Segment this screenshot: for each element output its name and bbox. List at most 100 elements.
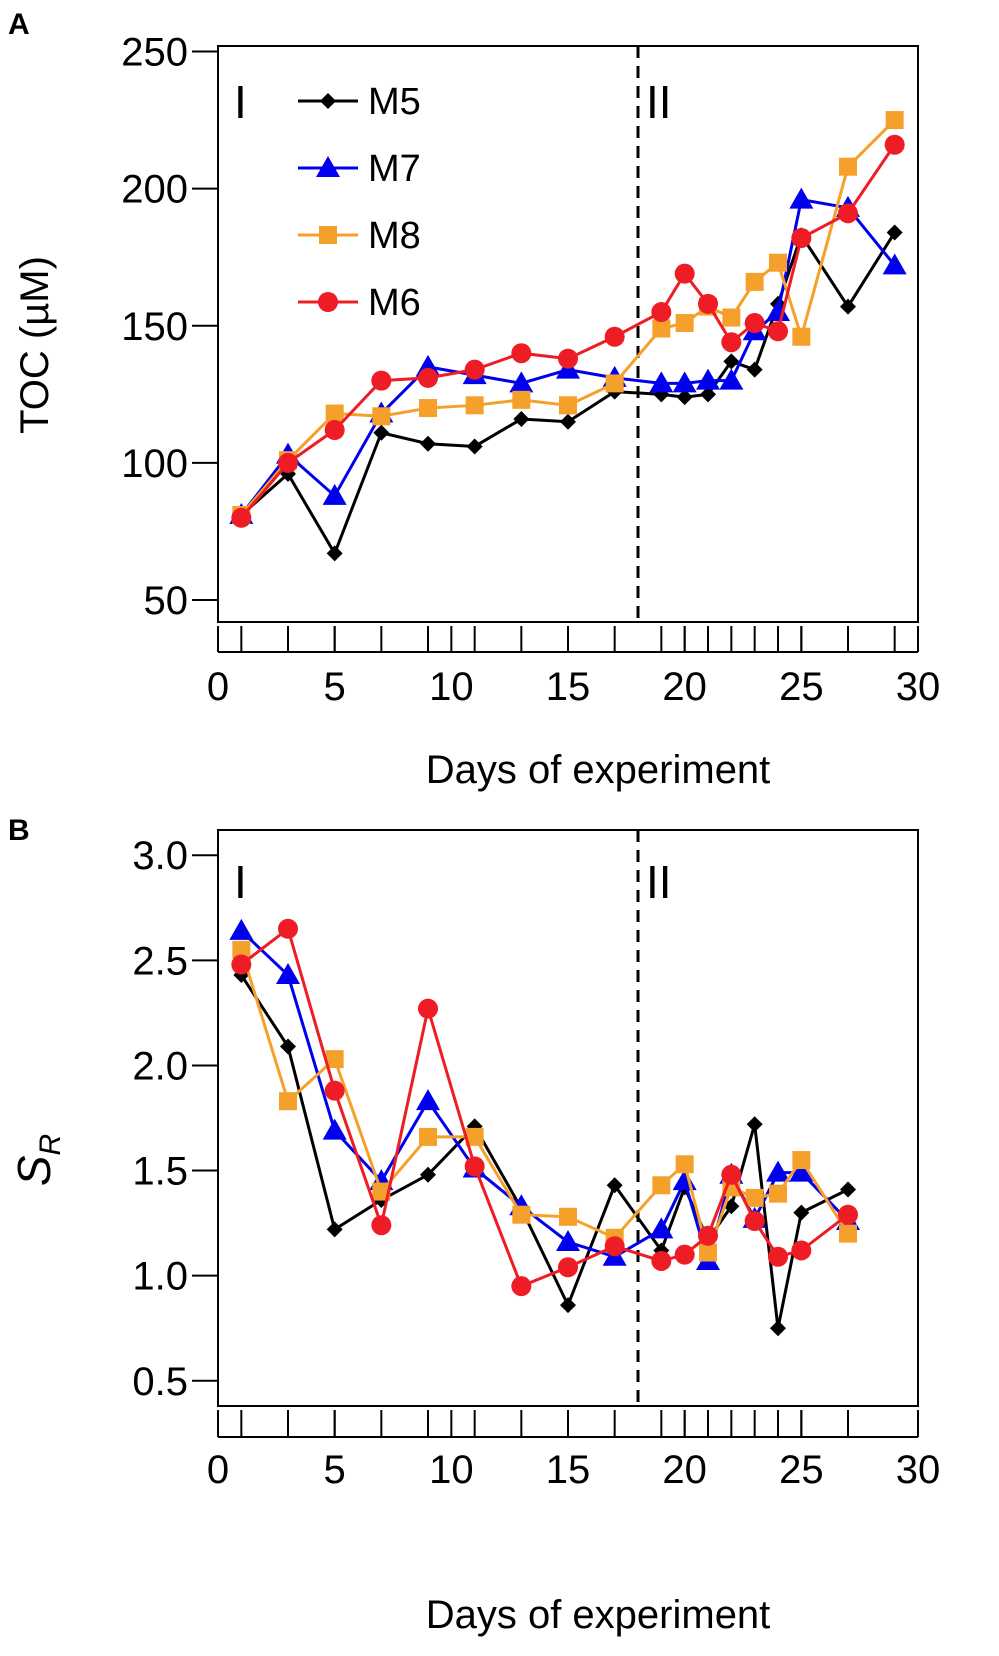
panel-b-point-m6-circle-7	[558, 1257, 578, 1278]
panel-b-point-m7-triangle-7	[556, 1230, 580, 1252]
legend-marker-m8-square-0	[319, 226, 337, 244]
panel-b-point-m6-circle-10	[674, 1244, 695, 1265]
panel-b-series-m6	[231, 918, 858, 1297]
panel-b-point-m6-circle-13	[744, 1211, 765, 1232]
panel-b-point-m6-circle-14	[768, 1246, 788, 1267]
panel-b-phase-label-1: I	[234, 856, 247, 908]
panel-a-phase-label-2: II	[646, 76, 672, 128]
panel-b-point-m7-triangle-1	[276, 963, 300, 985]
panel-a-point-m6-circle-16	[838, 203, 858, 224]
panel-a-point-m6-circle-6	[511, 343, 532, 364]
panel-a-point-m8-square-6	[512, 390, 531, 409]
panel-a-point-m6-circle-3	[371, 370, 392, 391]
panel-b-ytick-label: 2.5	[132, 939, 188, 983]
panel-b-ytick-label: 0.5	[132, 1360, 188, 1404]
panel-a-plot-frame	[217, 45, 919, 623]
panel-b-letter: B	[8, 814, 30, 847]
panel-a-point-m8-square-5	[465, 396, 484, 415]
panel-b-point-m5-diamond-7	[560, 1297, 576, 1314]
panel-b-ylabel-sub: R	[34, 1134, 67, 1156]
panel-b-point-m7-triangle-14	[766, 1160, 790, 1182]
panel-b-ytick-label: 2.0	[132, 1044, 188, 1088]
panel-b-point-m5-diamond-16	[840, 1181, 856, 1198]
legend-label-m5: M5	[368, 81, 421, 123]
panel-a-point-m5-diamond-11	[700, 386, 716, 403]
panel-a-point-m7-triangle-12	[719, 368, 744, 390]
panel-a-point-m5-diamond-16	[840, 298, 856, 315]
panel-b-point-m8-square-2	[325, 1050, 344, 1069]
panel-a-point-m8-square-13	[745, 272, 764, 291]
panel-b-point-m8-square-6	[512, 1205, 531, 1224]
panel-a-point-m6-circle-11	[698, 293, 718, 314]
panel-b-ytick-label: 3.0	[132, 834, 188, 878]
panel-b-point-m8-square-3	[372, 1182, 391, 1201]
panel-a-point-m8-square-15	[792, 327, 811, 346]
panel-a-ytick-label: 200	[121, 168, 188, 212]
panel-b-phase-label-2: II	[646, 856, 672, 908]
legend: M5 M7 M8 M6	[298, 81, 421, 324]
panel-a-point-m7-triangle-14	[766, 300, 790, 322]
panel-a-point-m6-circle-17	[884, 134, 905, 155]
panel-a-point-m5-diamond-5	[466, 438, 483, 455]
panel-a-ytick-label: 100	[121, 442, 188, 486]
panel-a: A Days of experiment TOC (µM) 5010015020…	[8, 8, 940, 792]
panel-b-point-m5-diamond-13	[746, 1116, 763, 1133]
legend-label-m7: M7	[368, 148, 421, 190]
panel-a-ylabel: TOC (µM)	[13, 256, 57, 434]
panel-a-ytick-label: 50	[144, 579, 189, 623]
panel-b-point-m8-square-0	[232, 940, 251, 959]
legend-marker-m6-circle-0	[318, 292, 338, 312]
panel-b-point-m5-diamond-15	[793, 1204, 810, 1221]
panel-b-point-m7-triangle-15	[789, 1160, 814, 1182]
panel-b-ytick-label: 1.0	[132, 1255, 188, 1299]
panel-a-line-m6	[240, 143, 896, 519]
legend-marker-m7-triangle-0	[316, 156, 340, 177]
panel-a-point-m8-square-12	[722, 308, 741, 327]
panel-a-point-m7-triangle-15	[789, 187, 814, 209]
panel-b-series-m5	[233, 967, 856, 1337]
panel-b-point-m6-circle-9	[651, 1250, 672, 1271]
panel-a-point-m7-triangle-2	[322, 483, 347, 505]
panel-b-point-m7-triangle-2	[322, 1118, 347, 1140]
panel-a-point-m5-diamond-10	[676, 389, 693, 406]
panel-a-line-m5	[240, 231, 896, 557]
panel-a-point-m6-circle-7	[558, 348, 578, 369]
panel-b-xtick-label: 0	[207, 1448, 229, 1492]
panel-a-series-m6	[231, 134, 905, 528]
panel-a-point-m5-diamond-6	[513, 411, 530, 428]
panel-b-point-m8-square-16	[839, 1224, 857, 1243]
panel-b-point-m5-diamond-4	[420, 1166, 436, 1183]
panel-b-point-m6-circle-0	[231, 954, 252, 975]
panel-a-point-m8-square-2	[325, 404, 344, 423]
panel-a-line-m7	[240, 197, 896, 516]
panel-a-point-m5-diamond-4	[420, 435, 436, 452]
panel-b-point-m6-circle-8	[604, 1236, 625, 1257]
panel-a-ytick-label: 250	[121, 30, 188, 74]
panel-b-xtick-label: 15	[546, 1448, 591, 1492]
panel-a-point-m5-diamond-7	[560, 413, 576, 430]
panel-b-point-m5-diamond-14	[770, 1320, 786, 1337]
panel-b-plot-frame	[217, 829, 919, 1407]
panel-b-point-m7-triangle-0	[229, 918, 254, 940]
panel-a-point-m7-triangle-17	[882, 253, 907, 275]
panel-b-xtick-label: 5	[324, 1448, 346, 1492]
panel-b-point-m8-square-9	[652, 1176, 671, 1195]
panel-a-point-m8-square-17	[885, 111, 904, 130]
panel-b-xtick-label: 30	[896, 1448, 941, 1492]
panel-b-point-m5-diamond-1	[280, 1038, 296, 1055]
panel-b-xtick-label: 25	[779, 1448, 824, 1492]
panel-a-point-m8-square-10	[675, 314, 694, 333]
panel-b-point-m6-circle-6	[511, 1276, 532, 1297]
panel-a-point-m6-circle-12	[721, 332, 742, 353]
panel-b-point-m8-square-13	[745, 1188, 764, 1207]
panel-b-point-m8-square-1	[279, 1092, 297, 1111]
panel-b-point-m8-square-7	[559, 1207, 577, 1226]
panel-a-series-m5	[233, 224, 903, 562]
panel-b-point-m8-square-15	[792, 1151, 811, 1170]
panel-a-point-m6-circle-15	[791, 228, 812, 248]
panel-a-point-m8-square-7	[559, 396, 577, 415]
panel-a-xtick-label: 5	[324, 665, 346, 709]
panel-a-point-m6-circle-0	[231, 507, 252, 528]
panel-a-point-m7-triangle-9	[649, 371, 674, 393]
panel-a-point-m6-circle-4	[418, 367, 438, 388]
